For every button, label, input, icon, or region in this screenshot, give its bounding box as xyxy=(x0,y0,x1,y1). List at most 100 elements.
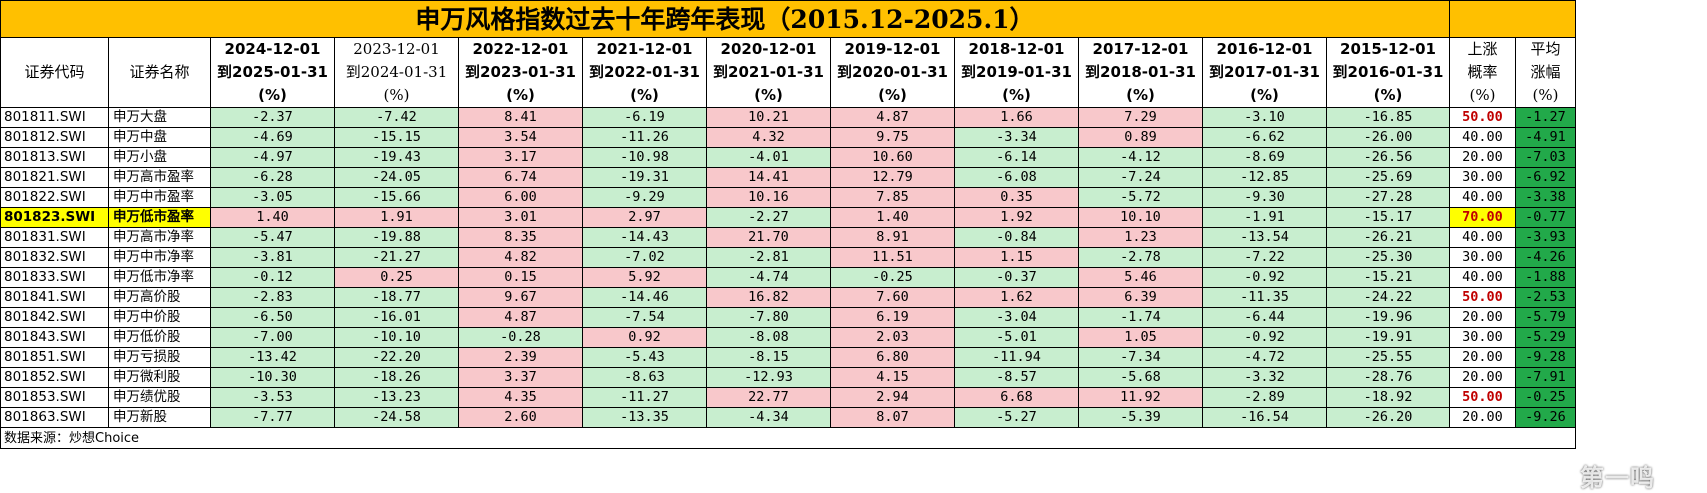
return-cell: 4.32 xyxy=(706,127,831,148)
table-row: 801831.SWI 申万高市净率 -5.47 -19.88 8.35 -14.43 21.… xyxy=(0,227,1576,248)
header-code: 证券代码 xyxy=(0,37,109,108)
return-cell: 8.07 xyxy=(830,407,955,428)
return-cell: -10.10 xyxy=(334,327,459,348)
up-probability-cell: 20.00 xyxy=(1449,347,1516,368)
return-cell: 6.68 xyxy=(954,387,1079,408)
security-name: 申万低价股 xyxy=(108,327,211,348)
return-cell: -6.08 xyxy=(954,167,1079,188)
header-up-probability-line-3: (%) xyxy=(1469,86,1496,104)
up-probability-cell: 50.00 xyxy=(1449,287,1516,308)
header-period-2-line-3: (%) xyxy=(383,86,410,104)
return-cell: -0.92 xyxy=(1202,327,1327,348)
return-cell: 1.66 xyxy=(954,107,1079,128)
return-cell: 8.41 xyxy=(458,107,583,128)
return-cell: 5.92 xyxy=(582,267,707,288)
return-cell: -6.44 xyxy=(1202,307,1327,328)
security-name: 申万中盘 xyxy=(108,127,211,148)
return-cell: -7.34 xyxy=(1078,347,1203,368)
return-cell: -19.31 xyxy=(582,167,707,188)
return-cell: 1.05 xyxy=(1078,327,1203,348)
security-code: 801841.SWI xyxy=(0,287,109,308)
header-period-3-line-3: (%) xyxy=(506,86,535,104)
header-period-6-line-3: (%) xyxy=(878,86,907,104)
return-cell: 11.92 xyxy=(1078,387,1203,408)
table-row: 801812.SWI 申万中盘 -4.69 -15.15 3.54 -11.26 4.32 9… xyxy=(0,127,1576,148)
return-cell: -12.85 xyxy=(1202,167,1327,188)
return-cell: -5.01 xyxy=(954,327,1079,348)
header-period-9-line-3: (%) xyxy=(1250,86,1279,104)
up-probability-cell: 40.00 xyxy=(1449,127,1516,148)
return-cell: -3.53 xyxy=(210,387,335,408)
security-code: 801851.SWI xyxy=(0,347,109,368)
security-name: 申万微利股 xyxy=(108,367,211,388)
header-period-2-line-2: 到2024-01-31 xyxy=(345,63,448,81)
header-period-3-line-2: 到2023-01-31 xyxy=(465,63,576,81)
return-cell: -9.29 xyxy=(582,187,707,208)
security-code: 801822.SWI xyxy=(0,187,109,208)
return-cell: 3.54 xyxy=(458,127,583,148)
header-period-9-line-2: 到2017-01-31 xyxy=(1209,63,1320,81)
return-cell: -8.63 xyxy=(582,367,707,388)
up-probability-cell: 20.00 xyxy=(1449,307,1516,328)
header-period-9: 2016-12-01 到2017-01-31 (%) xyxy=(1202,37,1327,108)
return-cell: 10.60 xyxy=(830,147,955,168)
return-cell: -1.91 xyxy=(1202,207,1327,228)
security-code: 801821.SWI xyxy=(0,167,109,188)
return-cell: -19.43 xyxy=(334,147,459,168)
return-cell: -6.14 xyxy=(954,147,1079,168)
return-cell: -6.62 xyxy=(1202,127,1327,148)
return-cell: -8.15 xyxy=(706,347,831,368)
return-cell: -13.23 xyxy=(334,387,459,408)
return-cell: -3.05 xyxy=(210,187,335,208)
return-cell: -7.02 xyxy=(582,247,707,268)
up-probability-cell: 40.00 xyxy=(1449,267,1516,288)
average-change-cell: -7.03 xyxy=(1515,147,1576,168)
up-probability-cell: 70.00 xyxy=(1449,207,1516,228)
return-cell: 4.87 xyxy=(830,107,955,128)
return-cell: -7.24 xyxy=(1078,167,1203,188)
watermark: 第一鸣 xyxy=(1580,464,1655,492)
header-period-5-line-3: (%) xyxy=(754,86,783,104)
average-change-cell: -5.79 xyxy=(1515,307,1576,328)
return-cell: -4.01 xyxy=(706,147,831,168)
average-change-cell: -4.26 xyxy=(1515,247,1576,268)
return-cell: 2.97 xyxy=(582,207,707,228)
return-cell: 16.82 xyxy=(706,287,831,308)
average-change-cell: -6.92 xyxy=(1515,167,1576,188)
header-period-5-line-1: 2020-12-01 xyxy=(720,40,817,58)
security-name: 申万低市净率 xyxy=(108,267,211,288)
return-cell: 2.94 xyxy=(830,387,955,408)
return-cell: 3.17 xyxy=(458,147,583,168)
return-cell: -16.54 xyxy=(1202,407,1327,428)
security-code: 801842.SWI xyxy=(0,307,109,328)
header-period-7-line-3: (%) xyxy=(1002,86,1031,104)
security-name: 申万中市盈率 xyxy=(108,187,211,208)
security-name: 申万亏损股 xyxy=(108,347,211,368)
return-cell: -26.21 xyxy=(1326,227,1450,248)
return-cell: -0.25 xyxy=(830,267,955,288)
return-cell: -4.97 xyxy=(210,147,335,168)
return-cell: -3.34 xyxy=(954,127,1079,148)
return-cell: 6.00 xyxy=(458,187,583,208)
return-cell: 10.10 xyxy=(1078,207,1203,228)
return-cell: -3.32 xyxy=(1202,367,1327,388)
return-cell: -19.91 xyxy=(1326,327,1450,348)
up-probability-cell: 30.00 xyxy=(1449,247,1516,268)
return-cell: -0.37 xyxy=(954,267,1079,288)
return-cell: -0.92 xyxy=(1202,267,1327,288)
return-cell: -3.81 xyxy=(210,247,335,268)
average-change-cell: -3.38 xyxy=(1515,187,1576,208)
return-cell: -25.55 xyxy=(1326,347,1450,368)
average-change-cell: -9.26 xyxy=(1515,407,1576,428)
return-cell: 2.60 xyxy=(458,407,583,428)
average-change-cell: -5.29 xyxy=(1515,327,1576,348)
return-cell: 0.89 xyxy=(1078,127,1203,148)
header-up-probability-line-2: 概率 xyxy=(1467,63,1498,81)
header-average-change-line-1: 平均 xyxy=(1530,40,1561,58)
header-average-change-line-3: (%) xyxy=(1532,86,1559,104)
return-cell: -8.08 xyxy=(706,327,831,348)
return-cell: -0.28 xyxy=(458,327,583,348)
up-probability-cell: 30.00 xyxy=(1449,167,1516,188)
header-period-1-line-3: (%) xyxy=(258,86,287,104)
header-period-10-line-2: 到2016-01-31 xyxy=(1332,63,1444,81)
